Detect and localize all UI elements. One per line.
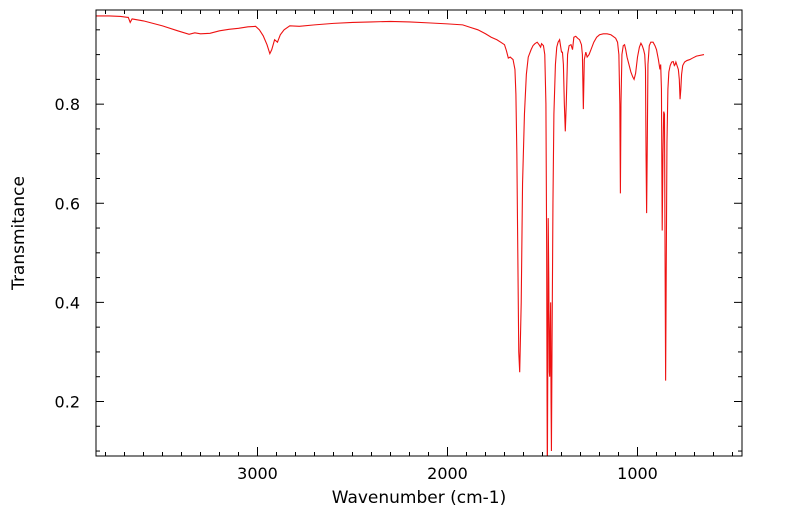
x-tick-label: 3000 bbox=[237, 464, 278, 483]
x-tick-label: 1000 bbox=[617, 464, 658, 483]
x-tick-label: 2000 bbox=[427, 464, 468, 483]
x-axis-ticks bbox=[105, 10, 733, 456]
y-tick-label: 0.8 bbox=[55, 95, 80, 114]
y-tick-label: 0.2 bbox=[55, 392, 80, 411]
x-axis-title: Wavenumber (cm-1) bbox=[332, 488, 507, 508]
y-axis-tick-labels: 0.2 0.4 0.6 0.8 bbox=[55, 95, 80, 411]
spectrum-line bbox=[96, 15, 705, 457]
plot-frame bbox=[95, 9, 743, 457]
y-axis-ticks bbox=[96, 29, 742, 452]
x-axis-tick-labels: 3000 2000 1000 bbox=[237, 464, 658, 483]
y-tick-label: 0.4 bbox=[55, 293, 80, 312]
y-axis-title: Transmitance bbox=[9, 176, 29, 291]
y-tick-label: 0.6 bbox=[55, 194, 80, 213]
